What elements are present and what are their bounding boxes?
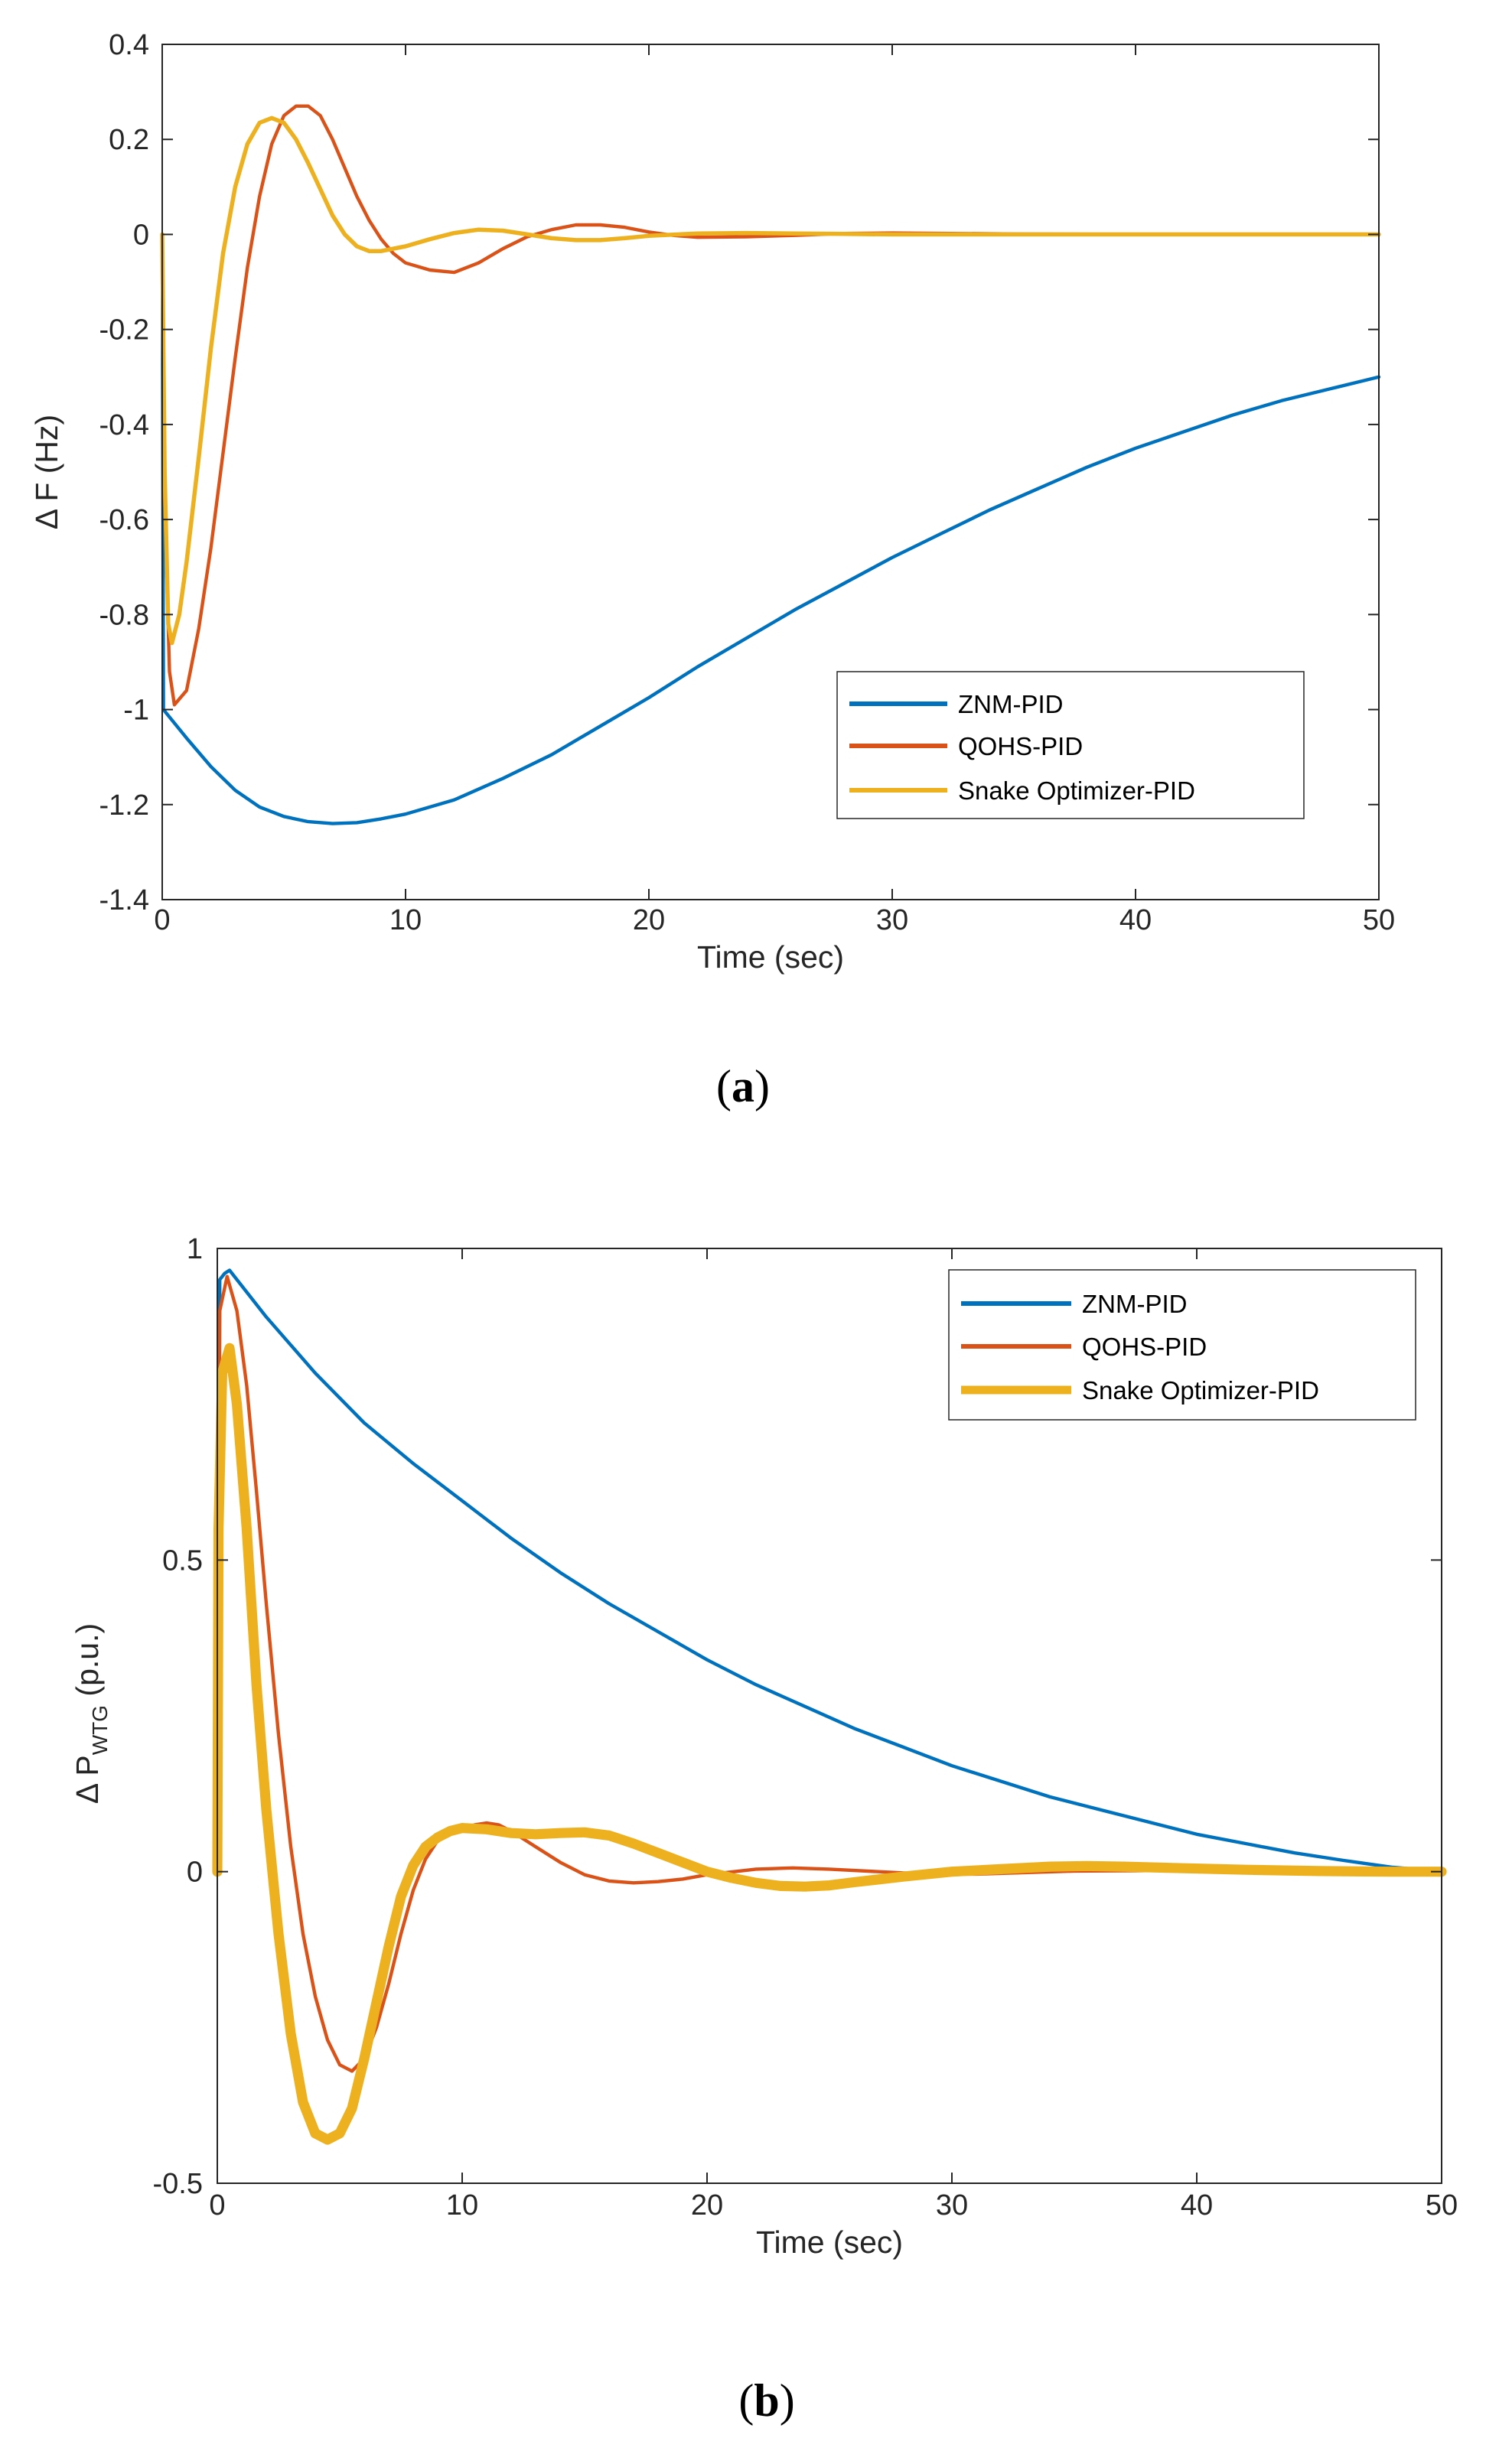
x-axis-label: Time (sec) (697, 939, 844, 975)
series-line-qohs-pid (160, 104, 1381, 707)
x-tick-label: 0 (154, 904, 170, 936)
x-tick-label: 10 (446, 2189, 478, 2222)
legend-label-znm: ZNM-PID (958, 690, 1063, 718)
y-axis-label: Δ F (Hz) (29, 415, 64, 529)
legend-label-qohs: QOHS-PID (1082, 1333, 1207, 1361)
y-tick-label: 0.5 (162, 1544, 203, 1577)
x-tick-label: 10 (389, 904, 422, 936)
y-tick-label: 0.2 (109, 124, 149, 156)
y-tick-label: -0.2 (99, 314, 149, 347)
legend-entry: Snake Optimizer-PID (849, 776, 1195, 805)
y-tick-label: 0.4 (109, 29, 149, 61)
y-tick-label: 1 (187, 1233, 203, 1265)
series-line-snake-optimizer-pid (160, 116, 1381, 646)
x-axis-label: Time (sec) (756, 2225, 903, 2260)
series-line-znm-pid (215, 1268, 1444, 1873)
series-line-znm-pid (160, 233, 1381, 825)
y-tick-label: 0 (187, 1857, 203, 1889)
legend-label-znm: ZNM-PID (1082, 1290, 1187, 1318)
chart-panel-a: 0 10 20 30 40 50 -1.4-1.2-1-0.8-0.6-0.4-0.200… (29, 29, 1395, 1112)
legend-entry: Snake Optimizer-PID (961, 1376, 1319, 1405)
chart-panel-b: 0 10 20 30 40 50 -0.500.51 Time (sec) Δ PWTG … (70, 1233, 1458, 2426)
y-tick-label: -0.6 (99, 504, 149, 536)
legend-label-qohs: QOHS-PID (958, 732, 1083, 760)
axes-frame (217, 1248, 1442, 2184)
y-tick-label: -1.2 (99, 789, 149, 822)
x-ticks: 0 10 20 30 40 50 (154, 44, 1395, 936)
legend: ZNM-PID QOHS-PID Snake Optimizer-PID (836, 671, 1305, 819)
series-line-snake-optimizer-pid (212, 1343, 1447, 2145)
y-axis-label: Δ PWTG (p.u.) (70, 1623, 112, 1804)
x-tick-label: 30 (876, 904, 908, 936)
y-ticks: -1.4 -1.2 -1 -0.8 -0.6 -0.4 -0.2 0 0.2 0.4 (99, 29, 1379, 916)
y-ticks: -0.5 0 0.5 1 (153, 1233, 1442, 2200)
x-tick-label: 0 (209, 2189, 225, 2222)
x-tick-label: 40 (1119, 904, 1152, 936)
x-tick-label: 20 (691, 2189, 723, 2222)
series-group (212, 1268, 1447, 2145)
panel-caption-a: (a) (716, 1061, 770, 1112)
x-ticks: 0 10 20 30 40 50 (209, 1248, 1458, 2222)
series-group (160, 104, 1381, 825)
x-tick-label: 50 (1426, 2189, 1458, 2222)
x-tick-label: 40 (1181, 2189, 1213, 2222)
x-tick-label: 50 (1363, 904, 1395, 936)
legend-entry: QOHS-PID (849, 732, 1083, 760)
y-tick-label: -0.5 (153, 2168, 203, 2200)
y-tick-label: -0.8 (99, 599, 149, 631)
panel-caption-b: (b) (738, 2375, 794, 2426)
x-tick-label: 30 (936, 2189, 968, 2222)
x-tick-label: 20 (633, 904, 665, 936)
y-tick-label: 0 (133, 219, 149, 251)
legend-entry: QOHS-PID (961, 1333, 1207, 1361)
legend-label-snake: Snake Optimizer-PID (1082, 1376, 1319, 1405)
y-tick-label: -1 (123, 695, 149, 727)
legend-label-snake: Snake Optimizer-PID (958, 776, 1195, 805)
legend-entry: ZNM-PID (961, 1290, 1187, 1318)
y-tick-label: -1.4 (99, 884, 149, 916)
legend: ZNM-PID QOHS-PID Snake Optimizer-PID (948, 1269, 1416, 1421)
legend-entry: ZNM-PID (849, 690, 1063, 718)
axes-frame (161, 44, 1380, 900)
y-tick-label: -0.4 (99, 409, 149, 441)
